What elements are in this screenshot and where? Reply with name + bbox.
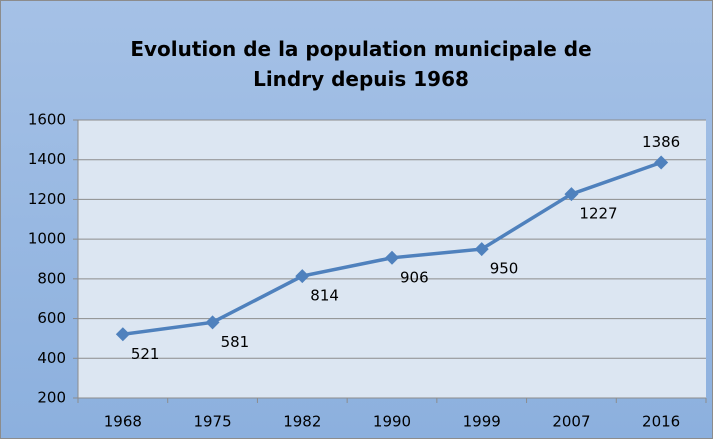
- y-tick-label: 600: [37, 309, 66, 327]
- data-label: 1386: [642, 133, 680, 151]
- data-label: 581: [221, 333, 250, 351]
- y-tick-label: 1200: [28, 190, 66, 208]
- marker: [474, 242, 489, 257]
- x-tick-label: 1968: [104, 413, 142, 431]
- marker: [205, 315, 220, 330]
- marker: [115, 327, 130, 342]
- x-tick-label: 1990: [373, 413, 411, 431]
- y-tick-label: 400: [37, 349, 66, 367]
- marker: [385, 250, 399, 265]
- data-label: 950: [490, 260, 519, 278]
- marker: [295, 269, 310, 284]
- chart-title: Evolution de la population municipale de…: [130, 37, 592, 91]
- x-tick-label: 2007: [552, 413, 590, 431]
- x-tick-label: 2016: [642, 413, 680, 431]
- y-tick-label: 1000: [28, 230, 66, 248]
- marker: [654, 155, 669, 170]
- data-label: 1227: [579, 205, 617, 223]
- y-tick-label: 1400: [28, 150, 66, 168]
- data-label: 521: [131, 345, 160, 363]
- y-tick-label: 200: [37, 389, 66, 407]
- data-label: 906: [400, 268, 429, 286]
- y-tick-label: 800: [37, 269, 66, 287]
- x-tick-label: 1999: [463, 413, 501, 431]
- x-tick-label: 1982: [283, 413, 321, 431]
- x-tick-label: 1975: [193, 413, 231, 431]
- y-tick-label: 1600: [28, 111, 66, 129]
- data-label: 814: [310, 287, 339, 305]
- marker: [564, 187, 579, 202]
